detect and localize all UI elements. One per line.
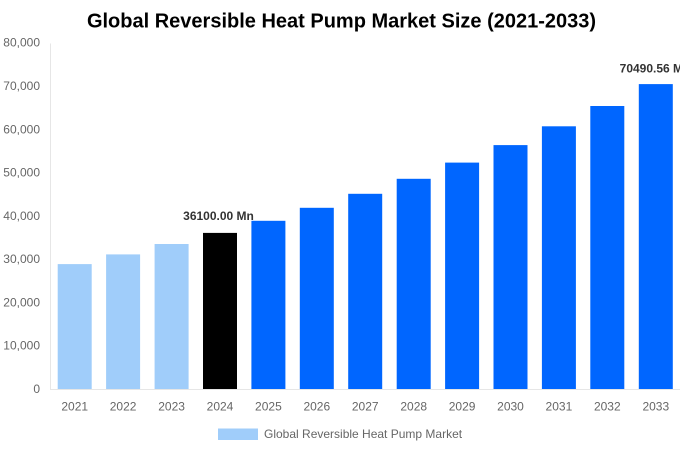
svg-text:2022: 2022 bbox=[110, 400, 137, 414]
svg-text:2030: 2030 bbox=[497, 400, 524, 414]
svg-text:30,000: 30,000 bbox=[3, 252, 40, 266]
svg-text:2032: 2032 bbox=[594, 400, 621, 414]
svg-text:2031: 2031 bbox=[546, 400, 573, 414]
svg-text:40,000: 40,000 bbox=[3, 209, 40, 223]
svg-text:50,000: 50,000 bbox=[3, 166, 40, 180]
svg-text:2023: 2023 bbox=[158, 400, 185, 414]
svg-text:36100.00 Mn: 36100.00 Mn bbox=[183, 209, 254, 223]
svg-text:2027: 2027 bbox=[352, 400, 379, 414]
svg-text:70490.56 Mn: 70490.56 Mn bbox=[620, 61, 680, 75]
svg-text:0: 0 bbox=[33, 382, 40, 396]
svg-text:2028: 2028 bbox=[400, 400, 427, 414]
svg-text:10,000: 10,000 bbox=[3, 339, 40, 353]
svg-text:20,000: 20,000 bbox=[3, 295, 40, 309]
svg-text:70,000: 70,000 bbox=[3, 79, 40, 93]
svg-text:80,000: 80,000 bbox=[3, 36, 40, 50]
svg-text:2025: 2025 bbox=[255, 400, 282, 414]
svg-text:Global Reversible Heat Pump Ma: Global Reversible Heat Pump Market Size … bbox=[87, 11, 596, 33]
svg-text:2029: 2029 bbox=[449, 400, 476, 414]
svg-text:2026: 2026 bbox=[303, 400, 330, 414]
svg-text:2033: 2033 bbox=[642, 400, 669, 414]
svg-text:2024: 2024 bbox=[207, 400, 234, 414]
svg-text:Global Reversible Heat Pump Ma: Global Reversible Heat Pump Market bbox=[264, 427, 463, 441]
svg-text:2021: 2021 bbox=[61, 400, 88, 414]
svg-text:60,000: 60,000 bbox=[3, 122, 40, 136]
